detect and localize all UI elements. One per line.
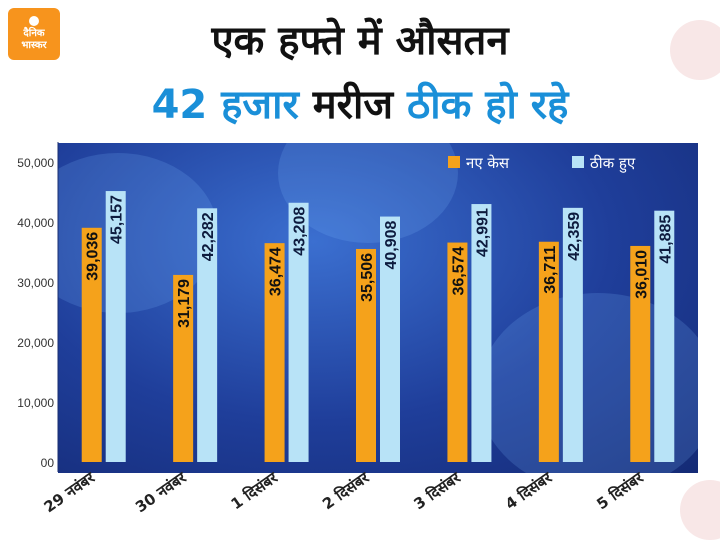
bar-recovered	[105, 191, 126, 463]
brand-logo: दैनिक भास्कर	[8, 8, 60, 60]
data-label: 36,574	[450, 246, 467, 295]
data-label: 42,991	[474, 208, 491, 257]
page-subtitle: 42 हजार मरीज ठीक हो रहे	[0, 82, 720, 128]
data-label: 36,474	[268, 247, 285, 296]
bar-recovered	[380, 216, 400, 462]
data-label: 36,010	[633, 250, 650, 299]
data-label: 42,282	[200, 212, 217, 261]
legend-label: ठीक हुए	[590, 154, 636, 173]
page-title: एक हफ्ते में औसतन	[211, 18, 509, 64]
data-label: 42,359	[566, 212, 583, 261]
bar-recovered	[562, 207, 583, 462]
y-tick-label: 40,000	[17, 216, 54, 230]
y-tick-label: 10,000	[17, 396, 54, 410]
x-tick-label: 3 दिसंबर	[411, 468, 465, 513]
bar-new-cases	[173, 274, 194, 462]
bar-new-cases	[356, 248, 376, 462]
bar-new-cases	[630, 245, 651, 462]
bar-new-cases	[81, 227, 102, 462]
bar-new-cases	[538, 241, 559, 462]
subtitle-highlight: 42 हजार	[151, 82, 299, 128]
data-label: 45,157	[109, 195, 126, 244]
legend-swatch	[448, 156, 460, 168]
bar-recovered	[471, 204, 492, 462]
subtitle-end: ठीक हो रहे	[407, 82, 569, 128]
x-tick-label: 5 दिसंबर	[593, 468, 647, 513]
x-tick-label: 4 दिसंबर	[502, 468, 556, 513]
data-label: 36,711	[542, 246, 559, 294]
data-label: 43,208	[292, 207, 309, 256]
brand-line2: भास्कर	[21, 40, 47, 51]
y-tick-label: 00	[41, 456, 55, 470]
y-tick-label: 30,000	[17, 276, 54, 290]
bar-recovered	[654, 210, 675, 462]
data-label: 35,506	[359, 253, 376, 302]
sun-icon	[29, 16, 39, 26]
x-tick-label: 30 नवंबर	[132, 468, 190, 516]
brand-line1: दैनिक	[23, 28, 45, 39]
bar-recovered	[197, 208, 218, 462]
data-label: 41,885	[657, 215, 674, 264]
legend-label: नए केस	[466, 154, 510, 172]
x-tick-label: 2 दिसंबर	[319, 468, 373, 513]
x-tick-label: 1 दिसंबर	[228, 468, 282, 513]
x-tick-label: 29 नवंबर	[41, 468, 99, 516]
y-tick-label: 50,000	[17, 156, 54, 170]
subtitle-middle: मरीज	[312, 82, 394, 128]
data-label: 40,908	[383, 220, 400, 269]
virus-decoration	[680, 480, 720, 540]
data-label: 31,179	[176, 279, 193, 328]
y-tick-label: 20,000	[17, 336, 54, 350]
bar-recovered	[288, 202, 309, 462]
bar-new-cases	[264, 243, 285, 462]
virus-decoration	[670, 20, 720, 80]
bar-new-cases	[447, 242, 468, 462]
legend-swatch	[572, 156, 584, 168]
data-label: 39,036	[85, 232, 102, 281]
